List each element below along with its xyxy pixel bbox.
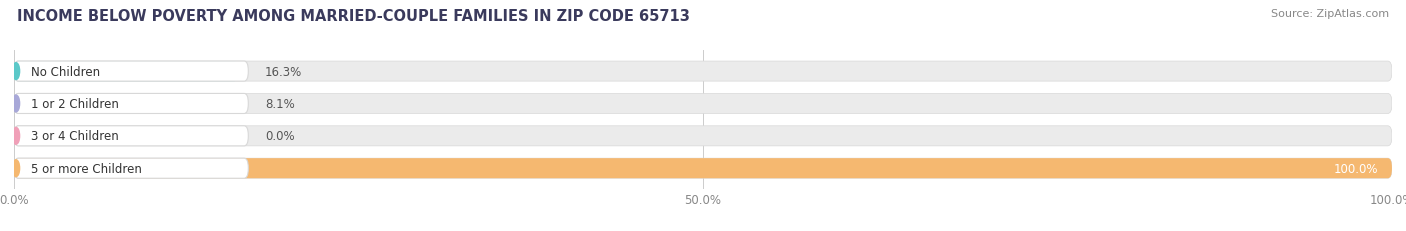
FancyBboxPatch shape: [14, 62, 249, 82]
Text: No Children: No Children: [31, 65, 100, 78]
Text: 3 or 4 Children: 3 or 4 Children: [31, 130, 118, 143]
FancyBboxPatch shape: [14, 158, 1392, 179]
FancyBboxPatch shape: [14, 126, 1392, 146]
Text: Source: ZipAtlas.com: Source: ZipAtlas.com: [1271, 9, 1389, 19]
FancyBboxPatch shape: [14, 158, 1392, 179]
FancyBboxPatch shape: [14, 62, 239, 82]
FancyBboxPatch shape: [14, 62, 1392, 82]
FancyBboxPatch shape: [14, 94, 125, 114]
Text: 1 or 2 Children: 1 or 2 Children: [31, 97, 118, 110]
Circle shape: [13, 128, 20, 145]
FancyBboxPatch shape: [14, 126, 249, 146]
Circle shape: [13, 96, 20, 112]
FancyBboxPatch shape: [14, 94, 249, 114]
Text: 5 or more Children: 5 or more Children: [31, 162, 142, 175]
Text: 16.3%: 16.3%: [264, 65, 302, 78]
FancyBboxPatch shape: [14, 94, 1392, 114]
Text: 0.0%: 0.0%: [264, 130, 294, 143]
Text: 100.0%: 100.0%: [1334, 162, 1378, 175]
Circle shape: [13, 63, 20, 80]
Text: INCOME BELOW POVERTY AMONG MARRIED-COUPLE FAMILIES IN ZIP CODE 65713: INCOME BELOW POVERTY AMONG MARRIED-COUPL…: [17, 9, 690, 24]
Circle shape: [13, 160, 20, 177]
FancyBboxPatch shape: [14, 158, 249, 179]
Text: 8.1%: 8.1%: [264, 97, 295, 110]
